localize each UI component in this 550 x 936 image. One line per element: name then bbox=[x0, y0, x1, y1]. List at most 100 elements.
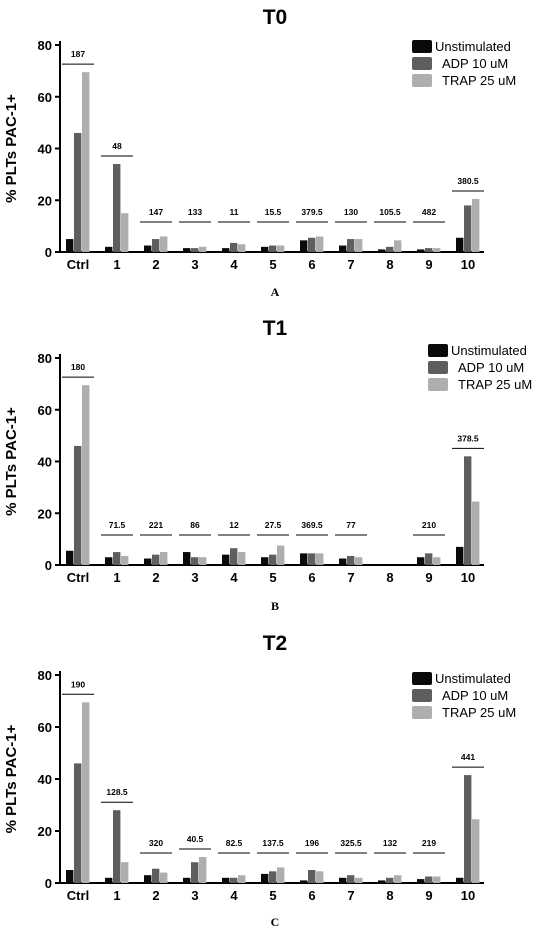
legend-swatch bbox=[428, 361, 448, 374]
bar-chart-t1: % PLTs PAC-1+ 0 20 40 60 80 Ctrl 180 1 71.5 2 221 3 8… bbox=[3, 343, 532, 585]
bar-unstimulated bbox=[66, 550, 74, 565]
legend-swatch bbox=[412, 672, 432, 685]
bar-adp bbox=[113, 810, 121, 883]
bar-trap bbox=[199, 557, 207, 565]
bar-adp bbox=[191, 862, 199, 883]
x-tick-label: 5 bbox=[269, 888, 276, 903]
x-tick-label: 5 bbox=[269, 570, 276, 585]
bar-adp bbox=[386, 246, 394, 252]
legend-swatch bbox=[412, 40, 432, 53]
legend-label: ADP 10 uM bbox=[442, 688, 508, 703]
bar-unstimulated bbox=[417, 557, 425, 565]
significance-label: 219 bbox=[422, 838, 436, 848]
bar-adp bbox=[347, 239, 355, 252]
bar-adp bbox=[269, 245, 277, 252]
bar-trap bbox=[238, 244, 246, 252]
x-tick-label: 4 bbox=[230, 257, 238, 272]
significance-label: 133 bbox=[188, 207, 202, 217]
legend-label: TRAP 25 uM bbox=[442, 705, 516, 720]
significance-label: 27.5 bbox=[265, 520, 282, 530]
significance-label: 132 bbox=[383, 838, 397, 848]
y-tick-label: 80 bbox=[38, 351, 52, 366]
bar-unstimulated bbox=[261, 246, 269, 252]
bar-unstimulated bbox=[183, 248, 191, 252]
bar-trap bbox=[355, 239, 363, 252]
significance-label: 196 bbox=[305, 838, 319, 848]
bar-unstimulated bbox=[261, 557, 269, 565]
y-tick-label: 60 bbox=[38, 90, 52, 105]
significance-label: 71.5 bbox=[109, 520, 126, 530]
legend-label: ADP 10 uM bbox=[458, 360, 524, 375]
bar-chart-t2: % PLTs PAC-1+ 0 20 40 60 80 Ctrl 190 1 128.5 2 320 3… bbox=[3, 668, 516, 903]
bar-unstimulated bbox=[222, 554, 230, 565]
legend-swatch bbox=[412, 74, 432, 87]
bar-unstimulated bbox=[417, 879, 425, 883]
x-tick-label: 4 bbox=[230, 888, 238, 903]
bar-adp bbox=[191, 557, 199, 565]
bar-adp bbox=[464, 205, 472, 252]
significance-label: 221 bbox=[149, 520, 163, 530]
bar-trap bbox=[160, 236, 168, 252]
x-tick-label: 2 bbox=[152, 257, 159, 272]
significance-label: 482 bbox=[422, 207, 436, 217]
bar-trap bbox=[121, 213, 129, 252]
bar-unstimulated bbox=[66, 239, 74, 252]
legend-label: TRAP 25 uM bbox=[442, 73, 516, 88]
significance-label: 369.5 bbox=[301, 520, 323, 530]
bar-unstimulated bbox=[144, 558, 152, 565]
legend-swatch bbox=[428, 344, 448, 357]
y-tick-label: 40 bbox=[38, 455, 52, 470]
y-axis-label: % PLTs PAC-1+ bbox=[3, 94, 20, 203]
y-tick-label: 40 bbox=[38, 772, 52, 787]
bar-unstimulated bbox=[456, 546, 464, 565]
significance-label: 12 bbox=[229, 520, 239, 530]
bar-adp bbox=[74, 445, 82, 565]
bar-trap bbox=[433, 557, 441, 565]
bar-trap bbox=[238, 875, 246, 883]
significance-label: 11 bbox=[230, 207, 239, 217]
significance-label: 82.5 bbox=[226, 838, 243, 848]
bar-trap bbox=[82, 385, 90, 565]
bar-adp bbox=[386, 877, 394, 883]
bar-trap bbox=[199, 246, 207, 252]
legend-swatch bbox=[412, 689, 432, 702]
panel-label: B bbox=[270, 599, 279, 613]
x-tick-label: 3 bbox=[191, 257, 198, 272]
bar-unstimulated bbox=[261, 873, 269, 883]
bar-unstimulated bbox=[300, 880, 308, 883]
bar-unstimulated bbox=[105, 557, 113, 565]
bar-trap bbox=[433, 876, 441, 883]
bar-adp bbox=[74, 763, 82, 883]
bar-trap bbox=[472, 501, 480, 565]
bar-trap bbox=[82, 702, 90, 883]
bar-unstimulated bbox=[66, 870, 74, 883]
bar-unstimulated bbox=[378, 249, 386, 252]
bar-unstimulated bbox=[339, 558, 347, 565]
x-tick-label: 1 bbox=[113, 888, 120, 903]
bar-unstimulated bbox=[105, 877, 113, 883]
significance-label: 77 bbox=[346, 520, 356, 530]
significance-label: 180 bbox=[71, 362, 85, 372]
x-tick-label: 1 bbox=[113, 257, 120, 272]
bar-adp bbox=[191, 248, 199, 252]
x-tick-label: Ctrl bbox=[67, 257, 89, 272]
x-tick-label: 8 bbox=[386, 888, 393, 903]
bar-adp bbox=[230, 877, 238, 883]
bar-trap bbox=[316, 553, 324, 565]
bar-trap bbox=[238, 552, 246, 565]
y-tick-label: 60 bbox=[38, 403, 52, 418]
x-tick-label: 9 bbox=[425, 570, 432, 585]
bar-adp bbox=[230, 242, 238, 252]
x-tick-label: 2 bbox=[152, 888, 159, 903]
x-tick-label: 7 bbox=[347, 570, 354, 585]
bar-adp bbox=[347, 555, 355, 565]
x-tick-label: 7 bbox=[347, 257, 354, 272]
y-tick-label: 60 bbox=[38, 720, 52, 735]
x-tick-label: 9 bbox=[425, 888, 432, 903]
chart-title: T2 bbox=[262, 632, 288, 655]
chart-title: T1 bbox=[262, 317, 288, 340]
y-tick-label: 80 bbox=[38, 668, 52, 683]
bar-adp bbox=[425, 248, 433, 252]
bar-unstimulated bbox=[456, 877, 464, 883]
significance-label: 105.5 bbox=[379, 207, 401, 217]
